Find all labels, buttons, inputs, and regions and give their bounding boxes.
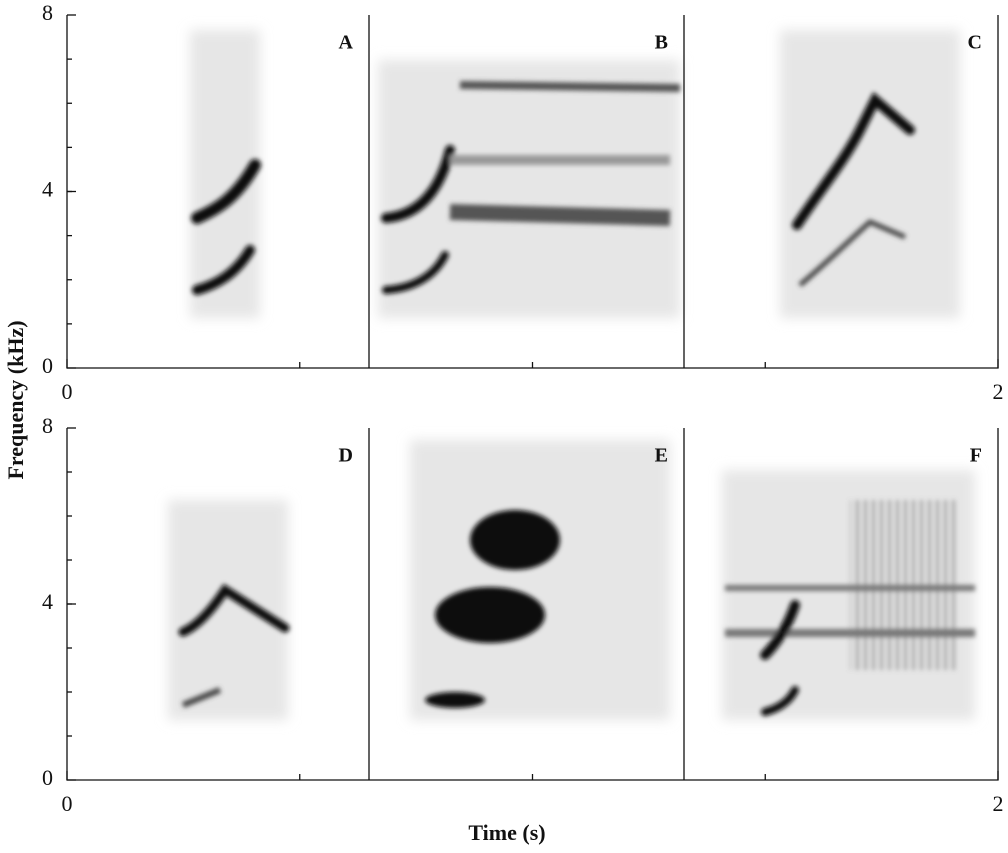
y-tick-label: 4 [42,177,53,202]
panel-label: D [339,445,353,467]
x-tick-label: 0 [62,379,73,404]
y-axis-label: Frequency (kHz) [3,320,28,479]
panel-label: E [655,445,668,467]
panel-label: A [339,32,354,54]
x-axis-label: Time (s) [468,820,545,845]
panel-label: F [970,445,982,467]
y-tick-label: 0 [42,765,53,790]
y-tick-label: 0 [42,353,53,378]
x-tick-label: 2 [993,791,1004,816]
x-tick-label: 0 [62,791,73,816]
y-tick-label: 8 [42,0,53,25]
spectrogram-image [168,30,975,720]
x-tick-label: 2 [993,379,1004,404]
y-tick-label: 8 [42,413,53,438]
y-tick-label: 4 [42,589,53,614]
panel-label: C [968,32,982,54]
panel-label: B [655,32,668,54]
